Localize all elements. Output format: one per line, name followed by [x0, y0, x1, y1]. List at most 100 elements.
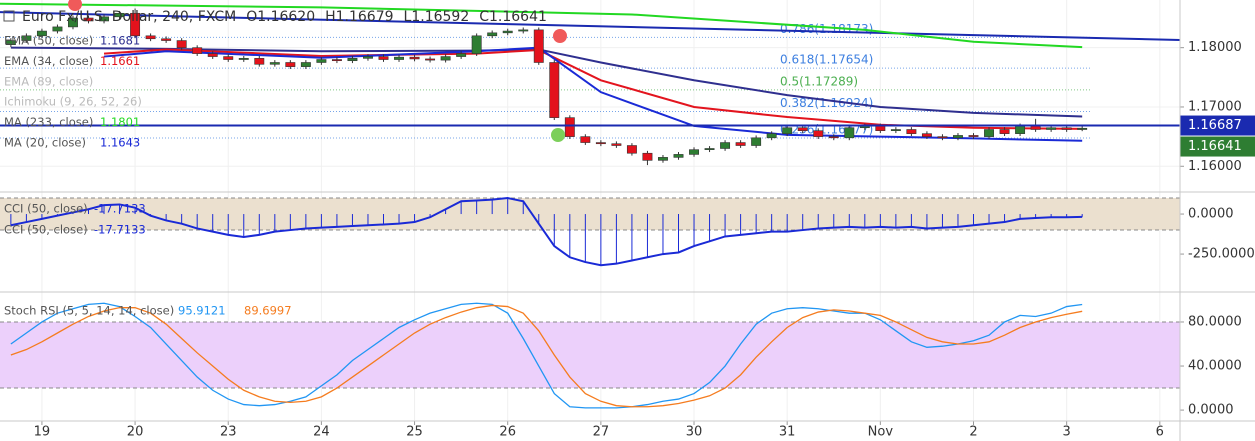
candle-body [207, 53, 218, 57]
band [0, 198, 1180, 231]
candle-body [704, 148, 715, 150]
x-tick-label: Nov [868, 425, 894, 440]
legend-name: MA (233, close) [4, 115, 93, 129]
x-tick-label: 23 [220, 425, 237, 440]
candle-body [518, 29, 529, 32]
candle-body [331, 59, 342, 62]
candle-body [999, 129, 1010, 134]
x-tick-label: 19 [34, 425, 51, 440]
legend-value: -17.7133 [94, 202, 146, 216]
legend-value: 1.1643 [100, 136, 140, 150]
candle-body [161, 38, 172, 41]
y-tick-label: -250.0000 [1188, 247, 1255, 262]
candle-body [425, 58, 436, 61]
candle-body [316, 59, 327, 63]
legend-value: 95.9121 [178, 304, 226, 318]
candle-body [52, 26, 63, 32]
y-tick-label: 40.0000 [1188, 359, 1242, 374]
candle-body [487, 32, 498, 37]
candle-body [285, 62, 296, 67]
candle-body [595, 142, 606, 145]
y-tick-label: 1.16000 [1188, 159, 1242, 174]
candle-body [626, 145, 637, 154]
candle-body [611, 143, 622, 146]
candle-body [1061, 127, 1072, 130]
y-tick-label: 1.18000 [1188, 40, 1242, 55]
ohlc-readout: C1.16641 [479, 9, 547, 25]
candle-body [533, 29, 544, 63]
candle-body [875, 125, 886, 131]
overlay: 1.16687 1.16641 Euro Fx/U.S. Dollar, 240, … [3, 0, 1255, 318]
x-tick-label: 26 [499, 425, 516, 440]
legend-name: EMA (34, close) [4, 54, 93, 68]
last-price-label: 1.16641 [1188, 139, 1242, 154]
candle-body [1077, 127, 1088, 130]
candle-body [176, 40, 187, 48]
candle-body [83, 17, 94, 22]
candle-body [766, 133, 777, 139]
series-line [10, 302, 1083, 409]
candle-body [269, 62, 280, 65]
legend-value: 1.1661 [100, 54, 140, 68]
candle-body [394, 56, 404, 60]
legend-value: -17.7133 [94, 223, 146, 237]
indicator-line [103, 46, 1083, 142]
candle-body [130, 12, 141, 37]
candle-body [502, 30, 513, 34]
candle-body [5, 40, 16, 46]
x-tick-label: 25 [406, 425, 423, 440]
fib-label: 0.382(1.16924) [780, 96, 873, 110]
signal-marker [551, 128, 565, 142]
candle-body [797, 127, 808, 131]
legend-name: Ichimoku (9, 26, 52, 26) [4, 95, 142, 109]
candle-body [378, 56, 389, 60]
candle-body [409, 56, 420, 60]
candle-body [968, 135, 979, 137]
x-tick-label: 20 [127, 425, 144, 440]
series-line [10, 197, 1083, 267]
y-tick-label: 80.0000 [1188, 314, 1242, 329]
legend-value: 89.6997 [244, 304, 292, 318]
fib-label: 0.5(1.17289) [780, 74, 858, 88]
chart-header: Euro Fx/U.S. Dollar, 240, FXCM O1.16620 H1… [22, 9, 547, 25]
ohlc-readout: L1.16592 [404, 9, 470, 25]
price-tag [1180, 115, 1255, 136]
candle-body [347, 58, 358, 62]
candle-body [937, 136, 948, 139]
candle-body [456, 53, 467, 57]
x-tick-label: 3 [1063, 425, 1071, 440]
candle-body [828, 136, 839, 139]
ohlc-readout: H1.16679 [325, 9, 393, 25]
candle-body [580, 136, 591, 143]
y-tick-label: 0.0000 [1188, 207, 1234, 222]
candle-body [238, 58, 249, 60]
signal-marker [68, 0, 82, 11]
candle-body [68, 17, 78, 28]
candle-body [223, 56, 234, 60]
candle-body [720, 142, 731, 149]
candle-body [953, 135, 963, 139]
candle-body [813, 130, 824, 137]
y-tick-label: 1.17000 [1188, 99, 1242, 114]
x-tick-label: 6 [1156, 425, 1164, 440]
candle-body [36, 30, 47, 37]
legend-name: MA (20, close) [4, 136, 86, 150]
candle-body [642, 152, 653, 161]
candle-body [890, 129, 901, 131]
x-tick-label: 2 [969, 425, 977, 440]
candle-body [844, 127, 855, 139]
candle-body [906, 129, 917, 134]
candle-body [145, 35, 156, 40]
legend-name: EMA (89, close) [4, 74, 93, 88]
collapse-icon[interactable] [3, 10, 15, 22]
candle-body [549, 62, 560, 118]
candle-body [1046, 127, 1057, 130]
candle-body [254, 58, 265, 65]
candle-body [300, 62, 311, 67]
candle-body [440, 56, 451, 61]
candle-body [192, 47, 203, 54]
chart-title: Euro Fx/U.S. Dollar, 240, FXCM [22, 9, 236, 25]
candle-body [471, 35, 482, 54]
